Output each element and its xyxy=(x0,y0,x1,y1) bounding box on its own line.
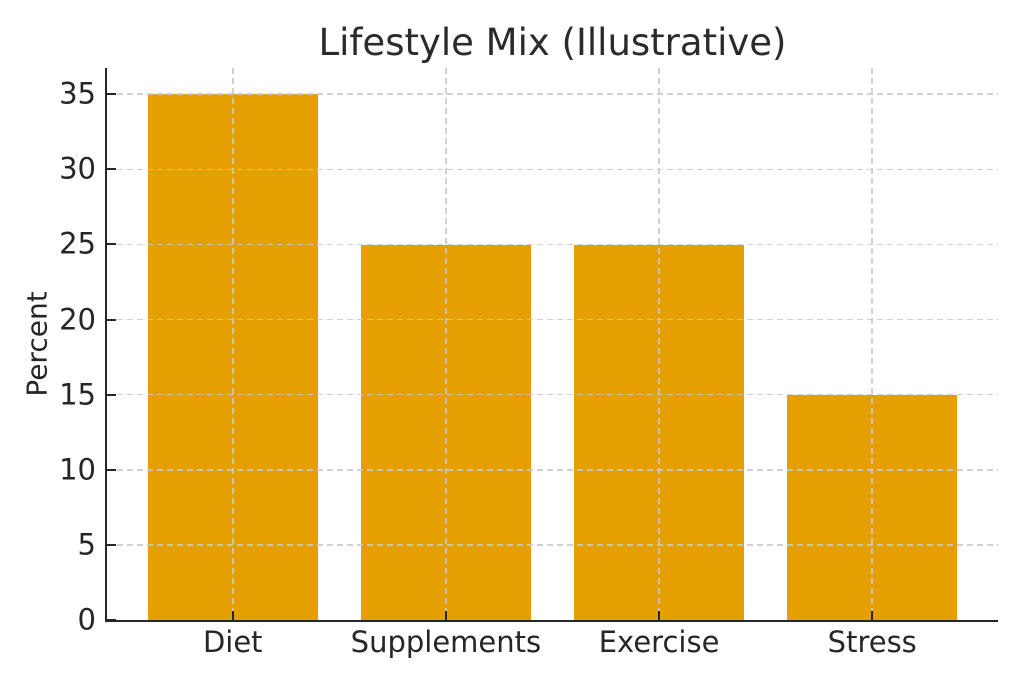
plot-area xyxy=(107,68,998,621)
gridline-horizontal xyxy=(107,318,998,321)
y-tick-mark xyxy=(107,168,116,171)
y-axis-spine xyxy=(105,68,107,622)
y-tick-mark xyxy=(107,543,116,546)
gridline-horizontal xyxy=(107,168,998,171)
gridline-horizontal xyxy=(107,393,998,396)
x-axis-spine xyxy=(105,619,998,622)
x-tick-label-stress: Stress xyxy=(827,625,917,659)
y-tick-label: 5 xyxy=(77,527,96,562)
y-tick-mark xyxy=(107,318,116,321)
x-tick-mark xyxy=(231,611,234,620)
gridline-horizontal xyxy=(107,544,998,546)
y-tick-label: 30 xyxy=(59,151,96,186)
gridline-vertical xyxy=(658,68,660,620)
chart-title: Lifestyle Mix (Illustrative) xyxy=(318,21,787,64)
y-tick-mark xyxy=(107,468,116,471)
x-tick-label-diet: Diet xyxy=(202,625,263,659)
gridline-vertical xyxy=(231,68,234,620)
gridline-horizontal xyxy=(107,243,998,246)
x-tick-label-exercise: Exercise xyxy=(598,625,720,659)
y-tick-label: 15 xyxy=(59,377,96,412)
x-tick-label-supplements: Supplements xyxy=(350,625,542,659)
x-tick-mark xyxy=(444,611,447,620)
y-tick-mark xyxy=(107,243,116,246)
y-tick-mark xyxy=(107,93,116,96)
y-tick-mark xyxy=(107,393,116,396)
y-tick-label: 25 xyxy=(59,226,96,261)
y-tick-label: 20 xyxy=(59,302,96,337)
x-tick-mark xyxy=(658,611,661,620)
gridline-vertical xyxy=(871,68,874,620)
y-tick-label: 0 xyxy=(77,602,96,637)
y-tick-label: 10 xyxy=(59,452,96,487)
x-tick-mark xyxy=(871,611,874,620)
gridline-horizontal xyxy=(107,468,998,471)
gridline-horizontal xyxy=(107,93,998,96)
y-tick-label: 35 xyxy=(59,76,96,111)
gridline-vertical xyxy=(445,68,447,620)
